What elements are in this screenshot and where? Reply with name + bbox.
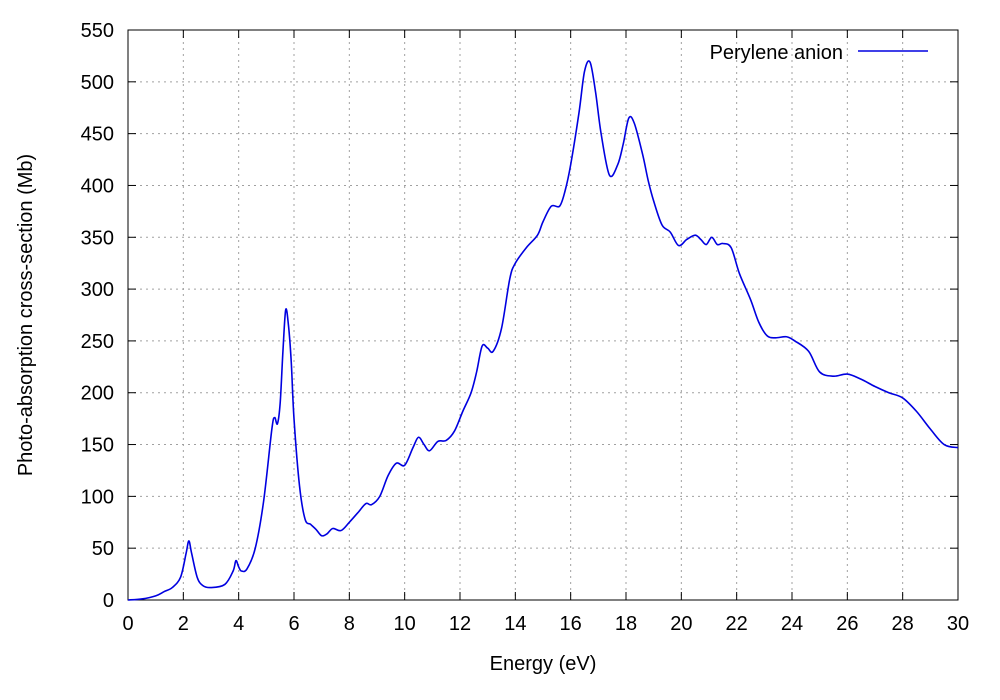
legend: Perylene anion (710, 42, 928, 64)
x-tick-label: 30 (947, 613, 969, 635)
y-tick-label: 50 (92, 538, 114, 560)
x-tick-label: 6 (288, 613, 299, 635)
x-tick-label: 26 (836, 613, 858, 635)
y-tick-label: 150 (81, 435, 114, 457)
grid (128, 30, 958, 600)
x-tick-label: 2 (178, 613, 189, 635)
plot-frame (127, 29, 959, 601)
y-tick-label: 400 (81, 175, 114, 197)
y-tick-label: 100 (81, 486, 114, 508)
x-tick-label: 20 (670, 613, 692, 635)
x-tick-label: 24 (781, 613, 803, 635)
x-tick-label: 0 (122, 613, 133, 635)
axis-ticks: 0 2 4 6 8 10 12 14 16 18 20 22 24 26 28 300501001502002… (81, 20, 970, 635)
y-tick-label: 500 (81, 72, 114, 94)
x-tick-label: 16 (560, 613, 582, 635)
x-tick-label: 8 (344, 613, 355, 635)
y-tick-label: 0 (103, 590, 114, 612)
y-tick-label: 550 (81, 20, 114, 42)
y-axis-title: Photo-absorption cross-section (Mb) (15, 154, 37, 476)
x-tick-label: 14 (504, 613, 526, 635)
legend-label: Perylene anion (710, 42, 843, 64)
y-tick-label: 200 (81, 383, 114, 405)
x-tick-label: 12 (449, 613, 471, 635)
y-tick-label: 250 (81, 331, 114, 353)
y-tick-label: 350 (81, 227, 114, 249)
x-axis-title: Energy (eV) (490, 653, 597, 675)
x-tick-label: 10 (394, 613, 416, 635)
y-tick-label: 450 (81, 124, 114, 146)
series-line-0 (127, 60, 959, 601)
series-layer (127, 60, 959, 601)
x-tick-label: 28 (892, 613, 914, 635)
x-tick-label: 4 (233, 613, 244, 635)
x-tick-label: 18 (615, 613, 637, 635)
x-tick-label: 22 (726, 613, 748, 635)
y-tick-label: 300 (81, 279, 114, 301)
